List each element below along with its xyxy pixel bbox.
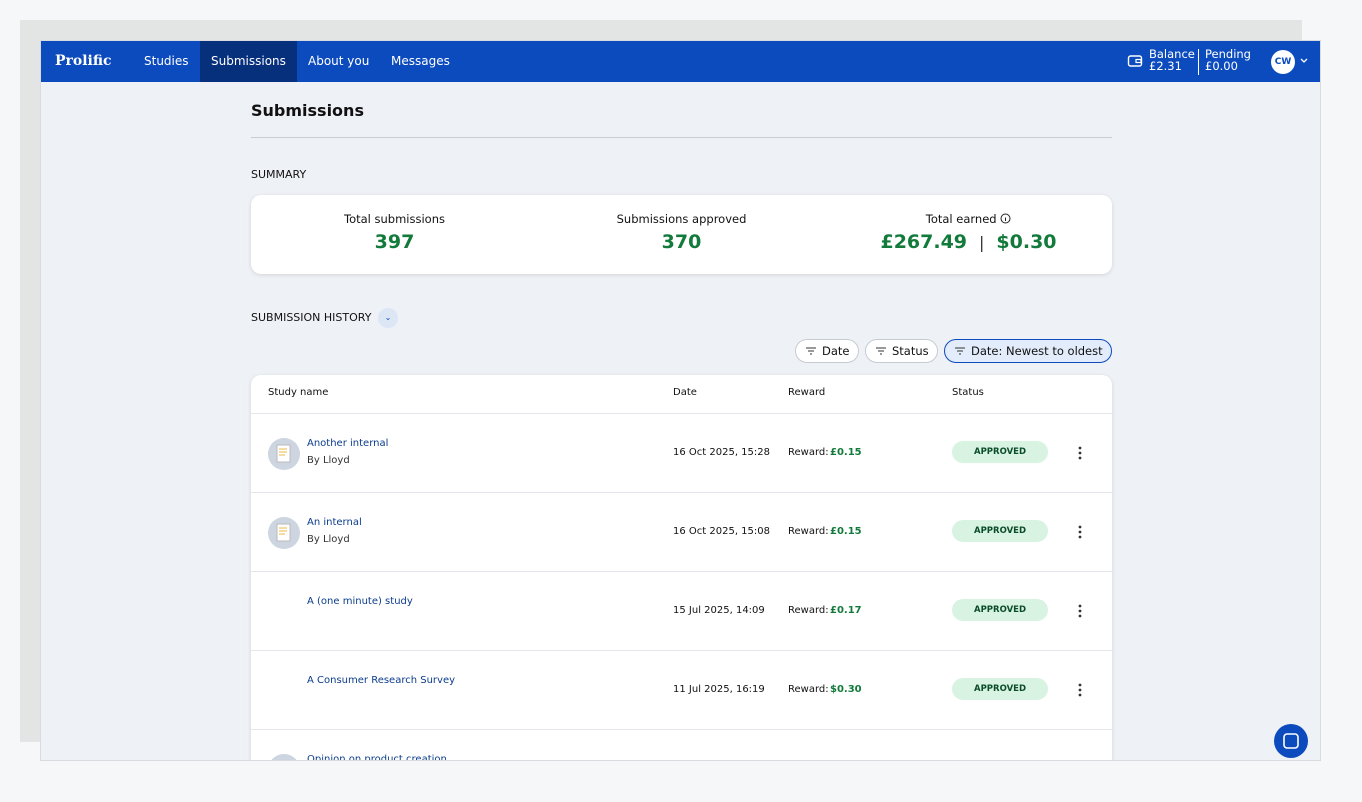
- wallet-icon: [1127, 55, 1143, 67]
- table-row[interactable]: A (one minute) study 15 Jul 2025, 14:09 Re…: [251, 571, 1112, 651]
- pending-value: £0.00: [1205, 59, 1238, 73]
- study-name[interactable]: Another internal: [307, 438, 389, 449]
- stat-value: £267.49: [880, 231, 968, 253]
- info-icon[interactable]: [1000, 213, 1011, 224]
- summary-heading: SUMMARY: [251, 168, 307, 181]
- reward: $0.30: [830, 684, 862, 695]
- study-name[interactable]: A Consumer Research Survey: [307, 675, 456, 686]
- status-badge: APPROVED: [952, 678, 1048, 700]
- title-rule: [251, 137, 1112, 138]
- study-name[interactable]: An internal: [307, 517, 362, 528]
- top-nav: Prolific Balance £2.31 Pending £0.00 CW St…: [41, 41, 1320, 82]
- divider: [1198, 49, 1199, 75]
- avatar[interactable]: CW: [1271, 50, 1295, 74]
- table-row[interactable]: Opinion on product creation: [251, 729, 1112, 761]
- stat-value: 397: [374, 231, 415, 253]
- nav-item[interactable]: About you: [308, 54, 370, 68]
- stat-value: 370: [661, 231, 702, 253]
- column-header: Date: [673, 387, 697, 398]
- reward: £0.17: [830, 605, 862, 616]
- filter-icon: [955, 347, 965, 355]
- chevron[interactable]: [1299, 57, 1309, 65]
- table-row[interactable]: An internal By Lloyd 16 Oct 2025, 15:08 Rew…: [251, 492, 1112, 572]
- filter-pill[interactable]: Date: [795, 339, 859, 363]
- status-badge: APPROVED: [952, 441, 1048, 463]
- date: 16 Oct 2025, 15:08: [673, 526, 770, 537]
- stat-label: Total earned: [829, 212, 1109, 226]
- nav-item[interactable]: Studies: [144, 54, 189, 68]
- date: 16 Oct 2025, 15:28: [673, 447, 770, 458]
- page-title: Submissions: [251, 101, 364, 120]
- reward: £0.15: [830, 526, 862, 537]
- row-menu[interactable]: [1077, 446, 1083, 460]
- balance-label: Balance: [1149, 47, 1195, 61]
- study-icon: [271, 754, 297, 760]
- column-header: Status: [952, 387, 984, 398]
- reward: £0.15: [830, 447, 862, 458]
- summary-card: Total submissions 397 Submissions approved…: [251, 195, 1112, 274]
- separator: |: [979, 233, 985, 252]
- filter-icon: [876, 347, 886, 355]
- balance[interactable]: Balance £2.31: [1149, 48, 1195, 72]
- status-badge: APPROVED: [952, 520, 1048, 542]
- table-row[interactable]: A Consumer Research Survey 11 Jul 2025, 1…: [251, 650, 1112, 730]
- reward-prefix: Reward:: [788, 447, 829, 458]
- stat-value: $0.30: [996, 231, 1057, 253]
- study-name[interactable]: A (one minute) study: [307, 596, 413, 607]
- stat-label: Total submissions: [344, 212, 445, 226]
- filter-pill[interactable]: Status: [865, 339, 938, 363]
- study-owner: By Lloyd: [307, 534, 350, 545]
- history-heading: SUBMISSION HISTORY: [251, 311, 372, 324]
- filter-icon: [806, 347, 816, 355]
- stat-values: £267.49 | $0.30: [829, 231, 1109, 253]
- column-header: Reward: [788, 387, 826, 398]
- status-badge: APPROVED: [952, 599, 1048, 621]
- stat-label: Submissions approved: [616, 212, 747, 226]
- chat-button[interactable]: [1274, 724, 1308, 758]
- study-name[interactable]: Opinion on product creation: [307, 754, 447, 761]
- row-menu[interactable]: [1077, 525, 1083, 539]
- study-icon: [268, 517, 300, 549]
- pending[interactable]: Pending £0.00: [1205, 48, 1251, 72]
- nav-item[interactable]: Messages: [391, 54, 450, 68]
- app-window: Prolific Balance £2.31 Pending £0.00 CW St…: [40, 40, 1321, 761]
- reward-prefix: Reward:: [788, 605, 829, 616]
- brand[interactable]: Prolific: [55, 53, 112, 69]
- collapse-toggle[interactable]: ⌄: [378, 308, 398, 328]
- row-menu[interactable]: [1077, 604, 1083, 618]
- study-owner: By Lloyd: [307, 455, 350, 466]
- date: 11 Jul 2025, 16:19: [673, 684, 765, 695]
- table-row[interactable]: Another internal By Lloyd 16 Oct 2025, 15:…: [251, 413, 1112, 493]
- study-icon: [268, 438, 300, 470]
- date: 15 Jul 2025, 14:09: [673, 605, 765, 616]
- reward-prefix: Reward:: [788, 684, 829, 695]
- pending-label: Pending: [1205, 47, 1251, 61]
- column-header: Study name: [268, 387, 329, 398]
- row-menu[interactable]: [1077, 683, 1083, 697]
- balance-value: £2.31: [1149, 59, 1182, 73]
- stat-label-text: Total earned: [925, 212, 997, 226]
- reward-prefix: Reward:: [788, 526, 829, 537]
- nav-item[interactable]: Submissions: [200, 41, 297, 82]
- submissions-table: Study name Date Reward Status Another intern…: [251, 375, 1112, 761]
- filter-pill[interactable]: Date: Newest to oldest: [944, 339, 1112, 363]
